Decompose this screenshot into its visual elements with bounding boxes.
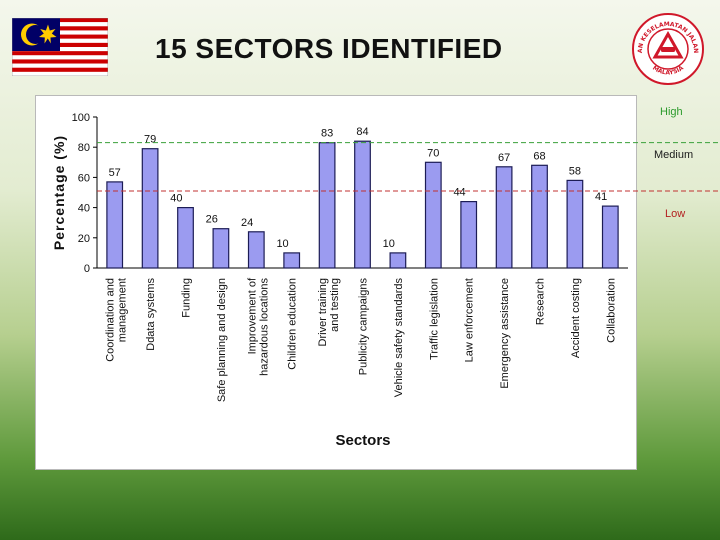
x-tick-label: Funding xyxy=(181,278,193,318)
bar-value-label: 10 xyxy=(383,238,395,250)
band-label-low: Low xyxy=(665,208,686,220)
x-tick-label: Law enforcement xyxy=(464,278,476,362)
x-tick-labels: Coordination andmanagement Ddata systems F… xyxy=(105,277,618,402)
bar xyxy=(601,205,619,269)
bar-value-label: 67 xyxy=(498,152,510,164)
x-tick-label: Research xyxy=(535,278,547,325)
bar xyxy=(566,179,584,269)
bar xyxy=(424,161,442,269)
y-tick-label: 80 xyxy=(78,142,90,154)
bar-value-label: 40 xyxy=(170,193,182,205)
slide-title: 15 SECTORS IDENTIFIED xyxy=(155,33,503,64)
bar-value-label: 26 xyxy=(206,214,218,226)
value-labels: 57 79 40 26 24 10 83 84 10 70 44 67 68 58 41 xyxy=(109,126,608,250)
x-tick-label: Driver trainingand testing xyxy=(317,278,341,346)
bar-value-label: 57 xyxy=(109,167,121,179)
bar xyxy=(283,252,301,269)
bar xyxy=(389,252,407,269)
bar-value-label: 24 xyxy=(241,217,253,229)
bar-value-label: 79 xyxy=(144,134,156,146)
malaysia-flag-icon xyxy=(12,18,108,76)
bar-value-label: 84 xyxy=(356,126,368,138)
road-safety-department-emblem-icon: JABATAN KESELAMATAN JALAN RAYA MALAYSIA xyxy=(630,12,704,85)
x-tick-label: Children education xyxy=(287,278,299,370)
bar-value-label: 58 xyxy=(569,165,581,177)
bar xyxy=(460,201,478,269)
y-axis-label: Percentage (%) xyxy=(51,135,67,250)
x-tick-label: Ddata systems xyxy=(145,278,157,351)
y-tick-label: 20 xyxy=(78,233,90,245)
x-tick-label: Improvement ofhazardous locations xyxy=(246,277,270,376)
bar-value-label: 10 xyxy=(276,238,288,250)
x-tick-label: Emergency assistance xyxy=(499,278,511,389)
x-axis-label: Sectors xyxy=(335,432,390,449)
band-label-medium: Medium xyxy=(654,149,694,161)
x-tick-label: Publicity campaigns xyxy=(358,278,370,376)
bar xyxy=(354,140,371,269)
bars xyxy=(106,140,619,269)
bar-value-label: 44 xyxy=(453,187,465,199)
y-tick-label: 0 xyxy=(84,263,90,275)
x-tick-label: Vehicle safety standards xyxy=(393,278,405,398)
x-tick-label: Traffic legislation xyxy=(428,278,440,360)
y-tick-label: 100 xyxy=(72,112,90,124)
y-ticks: 0 20 40 60 80 100 xyxy=(72,112,97,275)
x-tick-label: Accident costing xyxy=(570,278,582,358)
bar-value-label: 83 xyxy=(321,128,333,140)
x-tick-label: Safe planning and design xyxy=(216,278,228,402)
y-tick-label: 60 xyxy=(78,172,90,184)
bar xyxy=(177,207,194,269)
bar xyxy=(318,142,336,269)
bar xyxy=(495,166,513,269)
bar-value-label: 68 xyxy=(533,150,545,162)
bar xyxy=(247,231,265,269)
bar-value-label: 70 xyxy=(427,147,439,159)
band-label-high: High xyxy=(660,106,683,118)
x-tick-label: Coordination andmanagement xyxy=(105,278,129,362)
bar xyxy=(141,148,159,269)
bar xyxy=(212,228,230,269)
bar xyxy=(106,181,124,269)
y-tick-label: 40 xyxy=(78,203,90,215)
chart-panel xyxy=(35,95,637,470)
bar-value-label: 41 xyxy=(595,191,607,203)
x-tick-label: Collaboration xyxy=(605,278,617,343)
bar xyxy=(531,164,548,269)
